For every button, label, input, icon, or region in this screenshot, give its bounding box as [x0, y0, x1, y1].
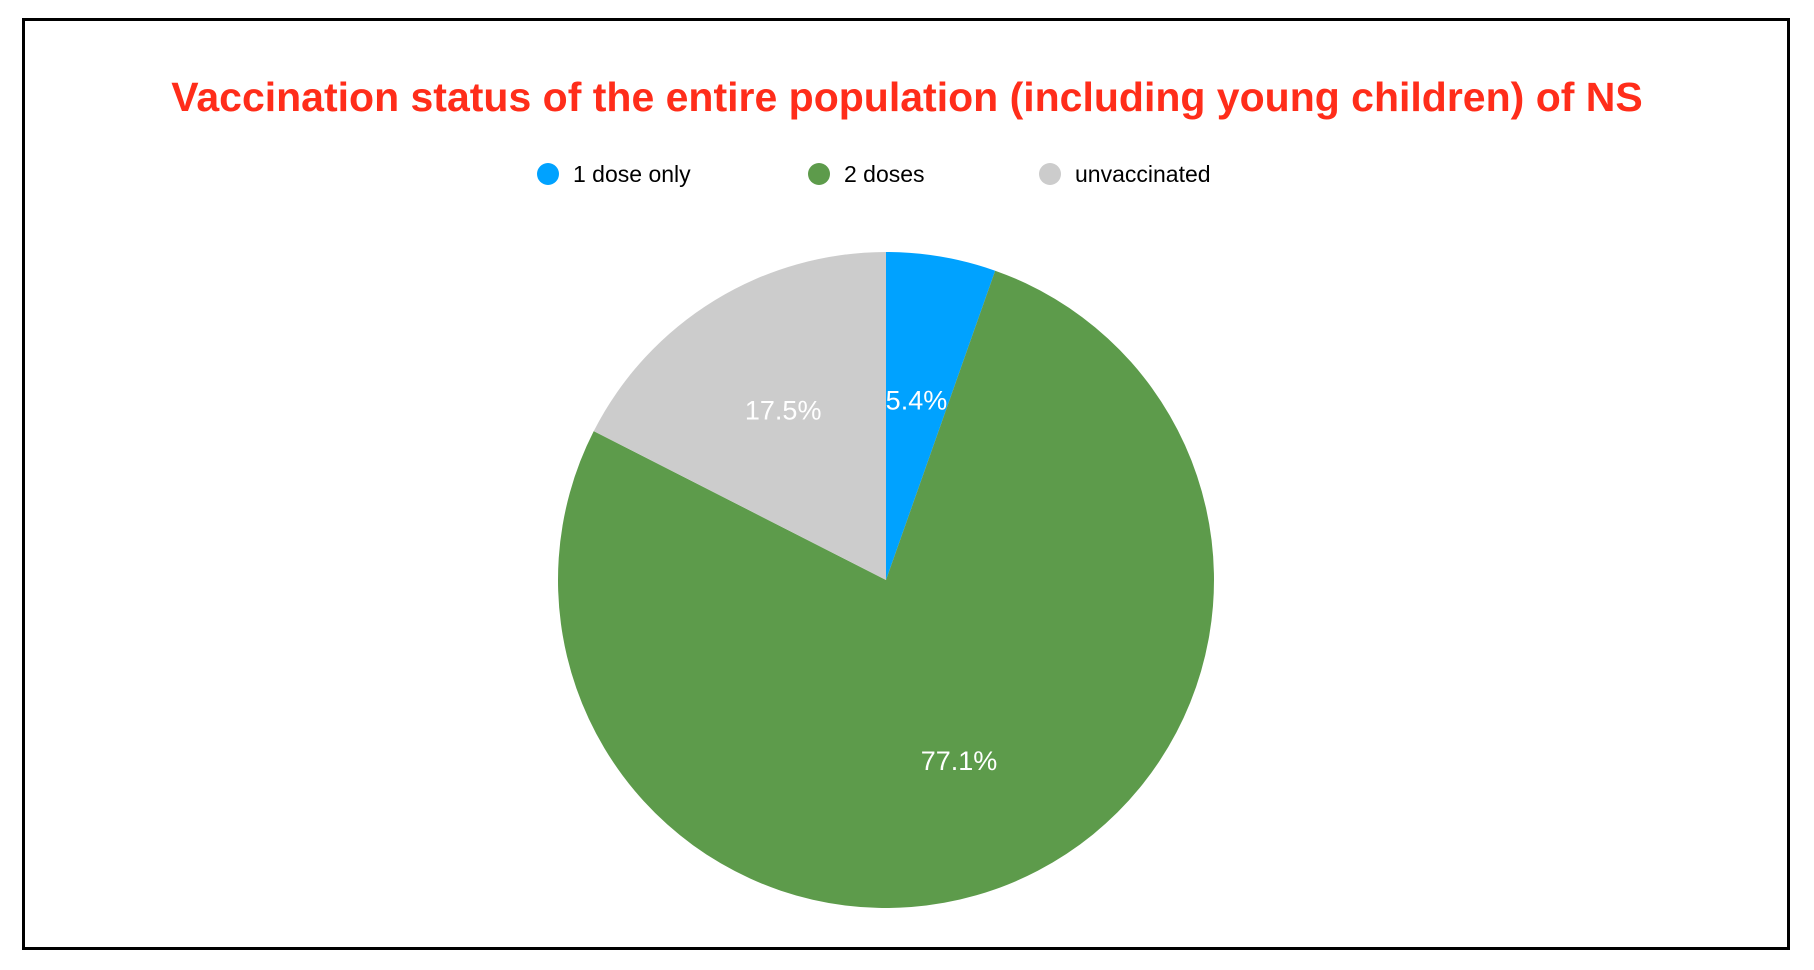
- slice-label: 77.1%: [921, 746, 998, 776]
- legend-item-unvaccinated: unvaccinated: [1039, 160, 1211, 188]
- legend-swatch: [1039, 163, 1061, 185]
- legend-label: unvaccinated: [1075, 160, 1211, 187]
- chart-frame: [22, 18, 1790, 950]
- legend-item-1-dose: 1 dose only: [537, 160, 691, 188]
- pie-slice-2-doses: [557, 270, 1214, 908]
- pie-slice-unvaccinated: [593, 252, 886, 580]
- pie-slice-1-dose-only: [886, 252, 996, 580]
- chart-title: Vaccination status of the entire populat…: [171, 74, 1643, 120]
- legend-label: 2 doses: [844, 160, 925, 187]
- legend-swatch: [808, 163, 830, 185]
- legend-swatch: [537, 163, 559, 185]
- slice-label: 17.5%: [745, 395, 822, 425]
- legend-label: 1 dose only: [573, 160, 691, 187]
- legend-item-2-doses: 2 doses: [808, 160, 925, 188]
- slice-label: 5.4%: [886, 385, 948, 415]
